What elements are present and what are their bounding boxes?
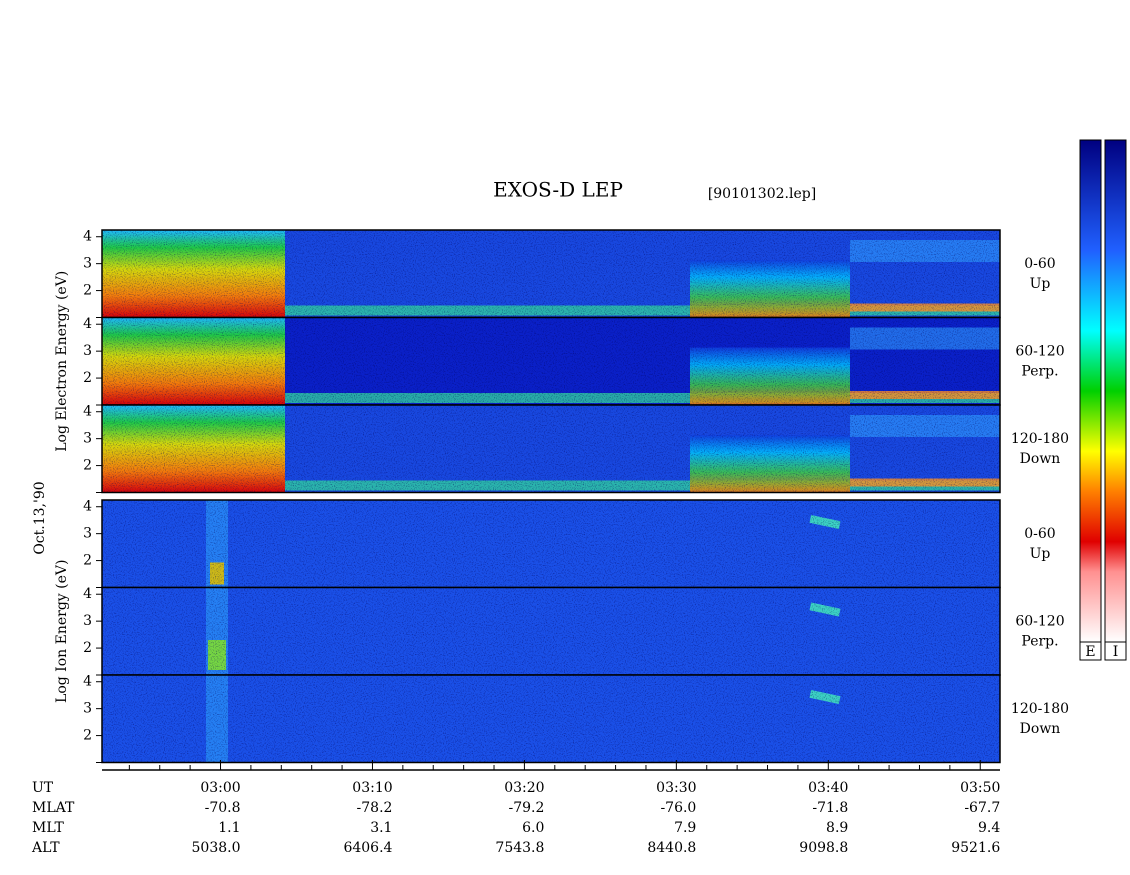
y-tick-label: 4 [83,499,92,515]
spectrogram-panel [101,316,1001,406]
spectrogram-panel [101,586,1001,676]
y-tick-label: 2 [83,553,92,569]
orbit-value: 7.9 [674,820,696,836]
x-tick-label: 03:30 [656,780,696,796]
x-tick-label: 03:10 [352,780,392,796]
y-tick-label: 2 [83,458,92,474]
noise [102,500,1000,588]
pitch-angle-label: 60-120 [1015,343,1064,359]
colorbar-label-box [1079,641,1102,661]
y-tick-label: 3 [83,256,92,272]
direction-label: Up [1030,546,1051,562]
noise [102,317,1000,405]
colorbar-label: I [1113,644,1119,660]
y-tick-label: 2 [83,283,92,299]
y-axis-label: Log Electron Energy (eV) [54,271,70,452]
orbit-value: 9521.6 [951,840,1000,856]
direction-label: Up [1030,276,1051,292]
x-tick-label: 03:50 [960,780,1000,796]
y-tick-label: 4 [83,316,92,332]
direction-label: Perp. [1021,633,1058,649]
orbit-value: 1.1 [218,820,240,836]
y-tick-label: 4 [83,404,92,420]
spectrogram-panel [101,229,1001,319]
x-tick-label: 03:00 [200,780,240,796]
direction-label: Perp. [1021,363,1058,379]
panel-frame [101,674,1001,764]
spectrogram-panel [101,499,1001,589]
y-tick-label: 3 [83,526,92,542]
colorbar [1079,139,1102,643]
noise [102,405,1000,493]
spectrogram-panel [101,404,1001,494]
pitch-angle-label: 120-180 [1011,701,1069,717]
orbit-value: -71.8 [812,800,848,816]
direction-label: Down [1020,721,1061,737]
chart-title: EXOS-D LEP [493,178,623,202]
x-tick-label: 03:20 [504,780,544,796]
y-tick-label: 2 [83,640,92,656]
orbit-value: 8.9 [826,820,848,836]
file-label: [90101302.lep] [708,186,816,202]
orbit-value: -76.0 [660,800,696,816]
row-name: MLAT [32,800,75,816]
y-tick-label: 4 [83,229,92,245]
orbit-value: 8440.8 [647,840,696,856]
orbit-value: 6.0 [522,820,544,836]
pitch-angle-label: 0-60 [1024,256,1055,272]
noise [102,587,1000,675]
orbit-value: 7543.8 [495,840,544,856]
y-tick-label: 2 [83,728,92,744]
panel-frame [101,404,1001,494]
colorbar [1104,139,1127,643]
y-tick-label: 4 [83,586,92,602]
pitch-angle-label: 60-120 [1015,613,1064,629]
spectrogram-panel [101,674,1001,764]
row-name: MLT [32,820,64,836]
colorbar-label: E [1085,644,1095,660]
y-tick-label: 4 [83,674,92,690]
orbit-value: 9098.8 [799,840,848,856]
orbit-value: -67.7 [964,800,1000,816]
pitch-angle-label: 120-180 [1011,431,1069,447]
x-tick-label: 03:40 [808,780,848,796]
pitch-angle-label: 0-60 [1024,526,1055,542]
colorbar-label-box [1104,641,1127,661]
orbit-value: 9.4 [978,820,1000,836]
row-name: ALT [31,840,60,856]
orbit-value: -79.2 [509,800,545,816]
noise [102,230,1000,318]
orbit-value: 5038.0 [192,840,241,856]
y-tick-label: 3 [83,343,92,359]
orbit-value: 3.1 [370,820,392,836]
row-name: UT [32,780,54,796]
date-label: Oct.13,'90 [32,481,48,554]
direction-label: Down [1020,451,1061,467]
orbit-value: -70.8 [205,800,241,816]
y-axis-label: Log Ion Energy (eV) [54,560,70,703]
orbit-value: -78.2 [357,800,393,816]
y-tick-label: 3 [83,613,92,629]
y-tick-label: 2 [83,370,92,386]
noise [102,675,1000,763]
orbit-value: 6406.4 [343,840,392,856]
y-tick-label: 3 [83,701,92,717]
y-tick-label: 3 [83,431,92,447]
